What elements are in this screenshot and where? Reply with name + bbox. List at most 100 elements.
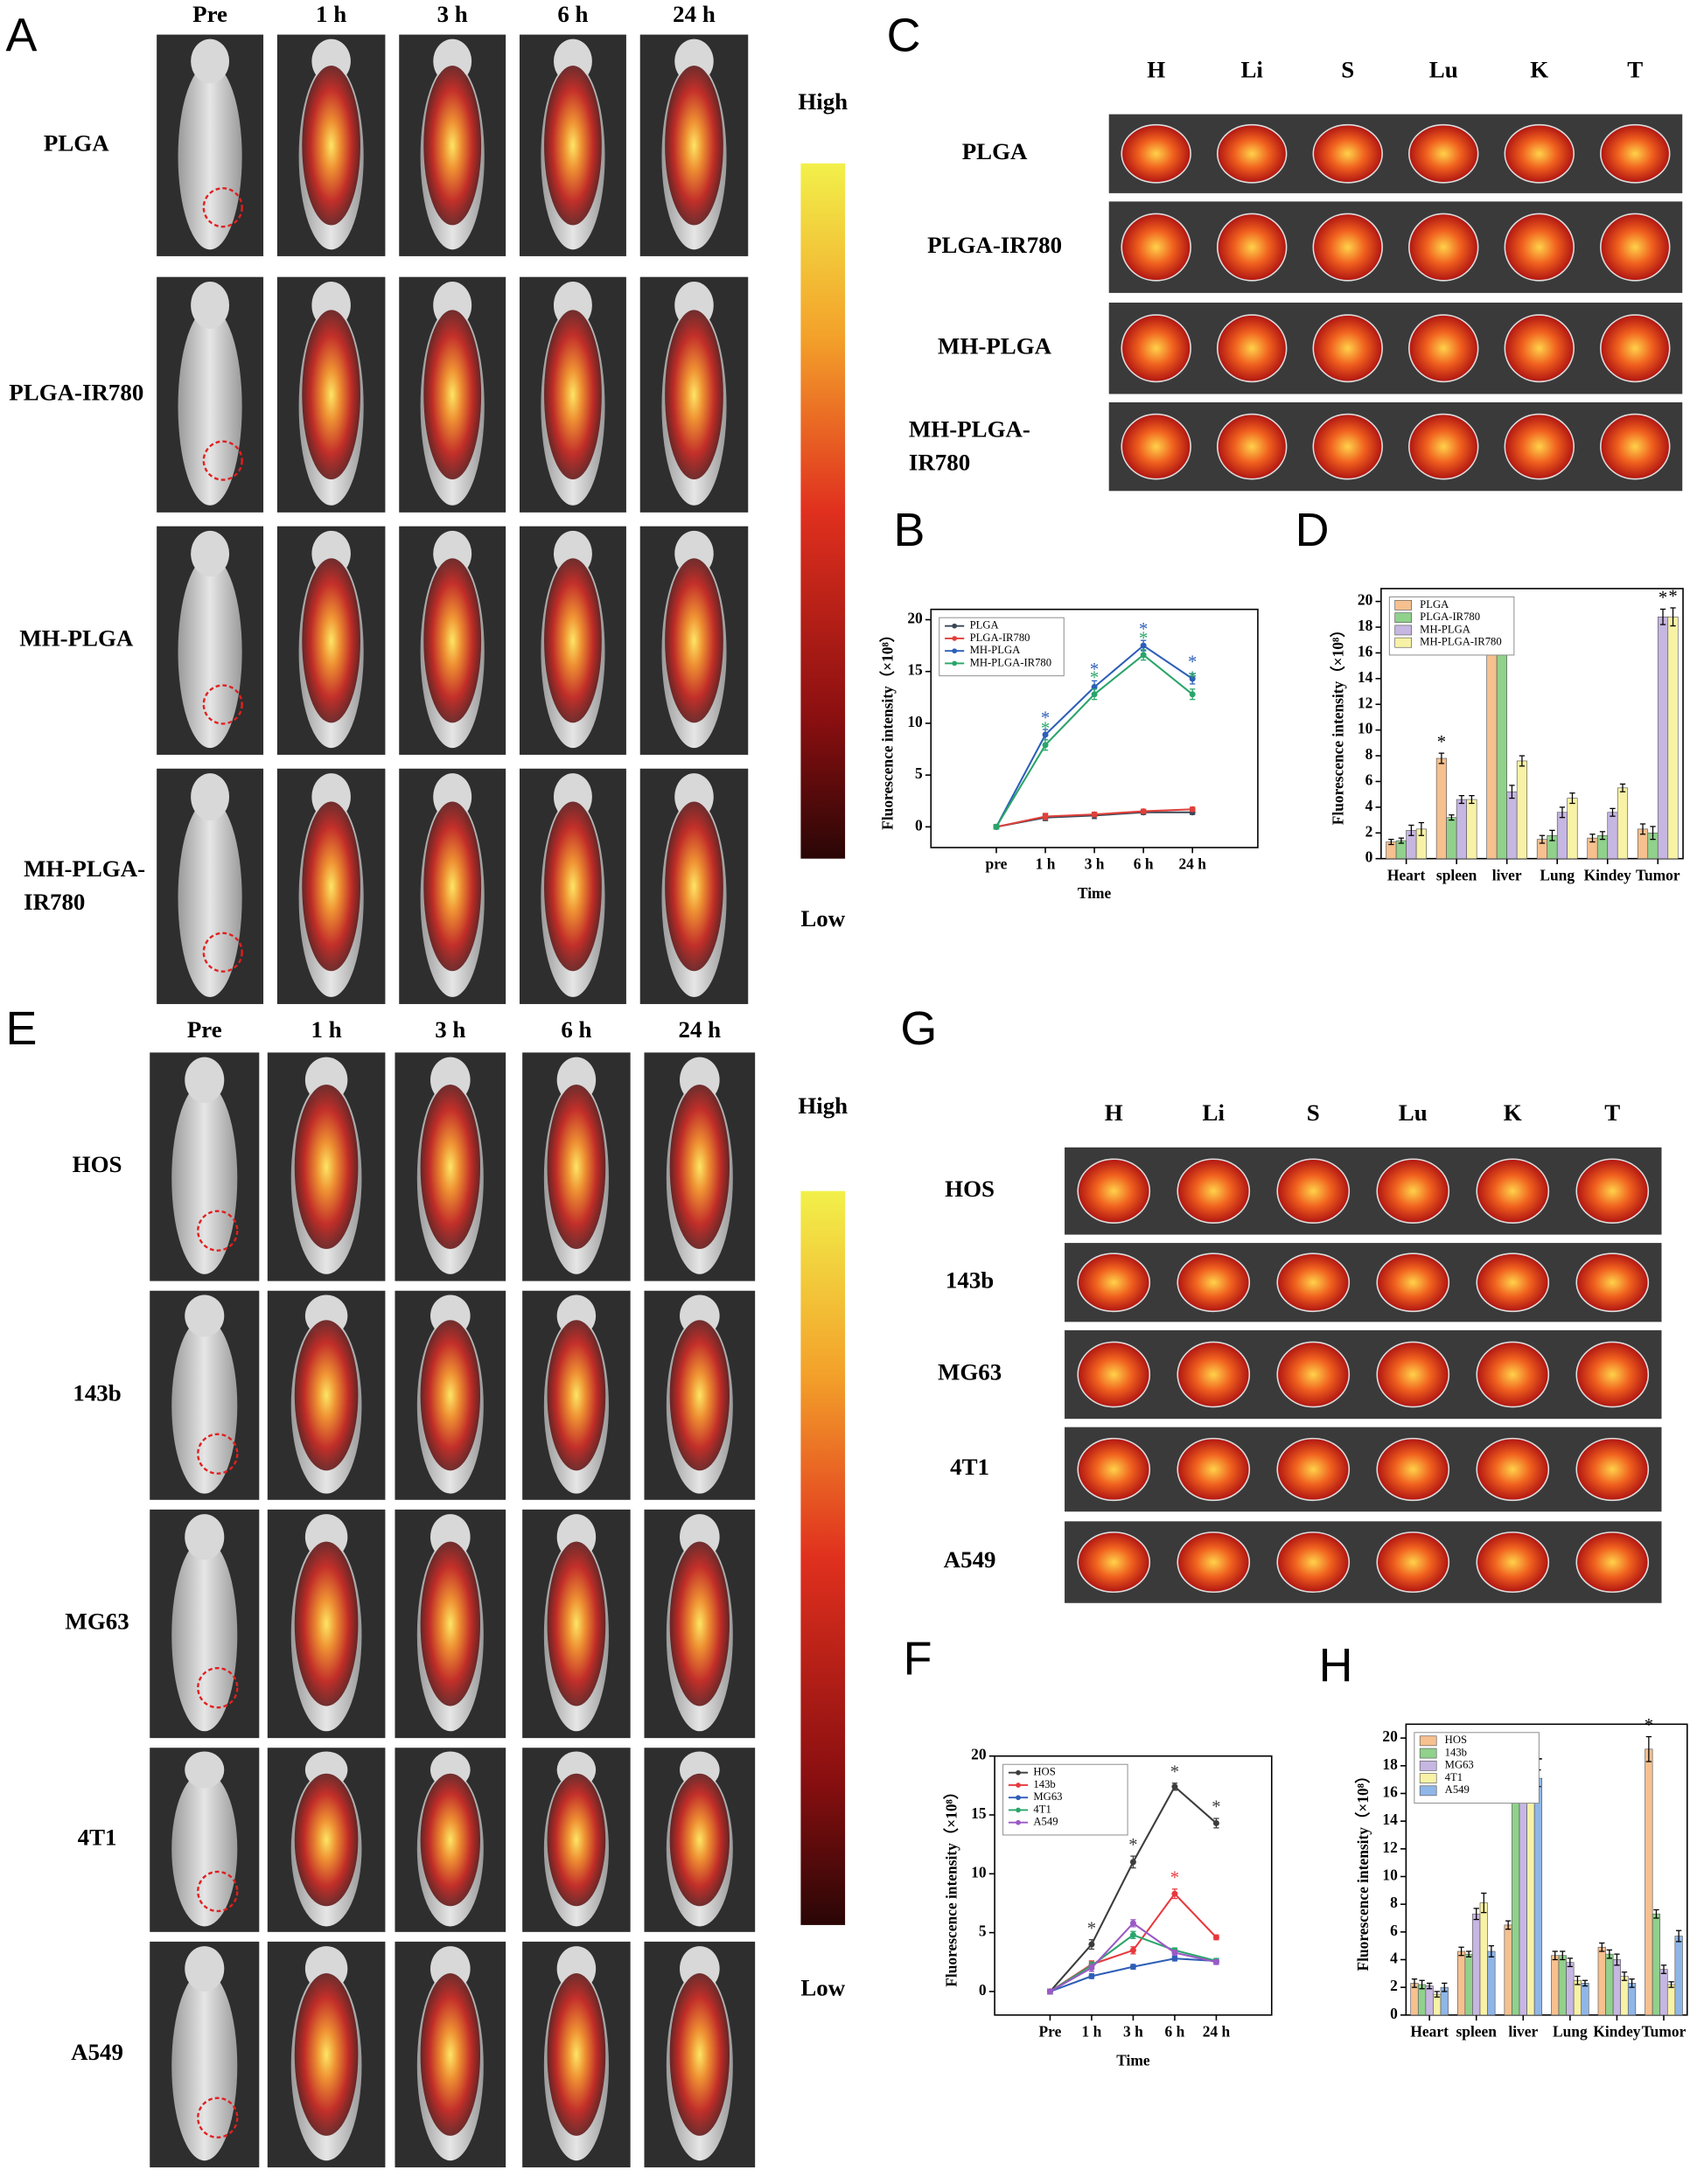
fluorescence xyxy=(544,66,602,226)
organ-image xyxy=(1216,413,1288,480)
x-tick-label: Tumor xyxy=(1636,866,1680,883)
row-label: IR780 xyxy=(24,889,85,915)
significance: * xyxy=(1170,1868,1179,1887)
point xyxy=(1129,1859,1136,1866)
organ-image xyxy=(1216,123,1288,184)
column-header: 6 h xyxy=(561,1016,591,1043)
legend-label: PLGA-IR780 xyxy=(1420,611,1480,623)
organ-image xyxy=(1504,413,1575,480)
bar xyxy=(1551,1955,1560,2016)
column-header: 6 h xyxy=(557,1,588,27)
column-header: H xyxy=(1105,1099,1123,1126)
legend-label: PLGA xyxy=(1420,598,1449,611)
legend-swatch xyxy=(1394,600,1413,611)
tumor-marker xyxy=(197,1666,239,1709)
organ-image xyxy=(1600,213,1671,282)
row-label: PLGA-IR780 xyxy=(927,232,1062,258)
column-header: Lu xyxy=(1429,57,1458,83)
legend-label: MH-PLGA-IR780 xyxy=(1420,636,1502,648)
fluorescence xyxy=(294,1773,359,1907)
point xyxy=(1129,1964,1136,1971)
mouse-head xyxy=(191,38,230,84)
fluorescence xyxy=(423,66,482,226)
scale-low: Low xyxy=(800,905,845,932)
point xyxy=(1129,1920,1136,1927)
column-header: H xyxy=(1147,57,1165,83)
organ-image xyxy=(1121,123,1191,184)
organ-image xyxy=(1312,213,1383,282)
row-label: MH-PLGA xyxy=(19,624,134,651)
row-label: PLGA xyxy=(44,129,109,156)
fluorescence xyxy=(665,310,723,480)
legend-label: MG63 xyxy=(1445,1759,1474,1771)
bar xyxy=(1667,616,1679,860)
scale-low: Low xyxy=(800,1974,845,2000)
fluorescence xyxy=(547,1084,606,1250)
organ-strip xyxy=(1063,1426,1664,1513)
column-header: 1 h xyxy=(316,1,346,27)
bar xyxy=(1605,1953,1614,2016)
legend-marker xyxy=(1016,1783,1021,1788)
organ-strip xyxy=(1063,1241,1664,1323)
organ-image xyxy=(1077,1252,1151,1313)
organ-strip xyxy=(1107,113,1684,195)
row-label: 143b xyxy=(946,1266,994,1293)
y-tick-label: 20 xyxy=(1358,591,1373,609)
column-header: K xyxy=(1504,1099,1522,1126)
bar xyxy=(1516,760,1528,860)
point xyxy=(1129,1947,1136,1954)
panel-label: D xyxy=(1295,504,1330,556)
organ-image xyxy=(1177,1158,1251,1224)
x-axis-title: Time xyxy=(1116,2052,1150,2069)
mouse-head xyxy=(185,1514,225,1560)
legend-label: MH-PLGA-IR780 xyxy=(970,656,1052,668)
significance: * xyxy=(1139,630,1148,649)
x-tick-label: 1 h xyxy=(1036,855,1056,873)
legend-label: MH-PLGA xyxy=(970,644,1022,656)
organ-image xyxy=(1216,314,1288,383)
row-label: HOS xyxy=(73,1151,122,1177)
organ-strip xyxy=(1107,401,1684,492)
column-header: S xyxy=(1341,57,1354,83)
tumor-marker xyxy=(197,1870,239,1913)
scale-high: High xyxy=(798,88,848,115)
point xyxy=(1171,1950,1178,1956)
tumor-marker xyxy=(202,440,243,481)
plot-frame xyxy=(1405,1723,1688,2016)
bar xyxy=(1466,799,1477,860)
organ-image xyxy=(1504,123,1575,184)
fluorescence xyxy=(423,310,482,480)
fluorescence xyxy=(669,1973,730,2136)
bar xyxy=(1512,1783,1520,2016)
significance: * xyxy=(1212,1798,1220,1818)
point xyxy=(1140,808,1147,815)
legend-swatch xyxy=(1394,612,1413,624)
point xyxy=(1046,1988,1053,1995)
y-axis-title: Fluorescence intensity（×10⁸） xyxy=(1329,622,1346,825)
fluorescence xyxy=(302,801,360,972)
bar xyxy=(1519,1774,1527,2016)
mouse-body xyxy=(178,63,242,250)
x-tick-label: Tumor xyxy=(1642,2022,1687,2040)
significance: * xyxy=(1139,620,1148,639)
panel-label: H xyxy=(1319,1639,1353,1692)
legend-marker xyxy=(1016,1769,1021,1776)
panel-label: E xyxy=(6,1002,38,1055)
fluorescence xyxy=(547,1541,606,1706)
legend-marker xyxy=(952,660,958,666)
legend-box xyxy=(1002,1763,1128,1836)
organ-image xyxy=(1575,1252,1650,1313)
y-tick-label: 2 xyxy=(1365,822,1373,840)
bar xyxy=(1526,1775,1535,2016)
x-tick-label: 6 h xyxy=(1165,2022,1185,2040)
tumor-marker xyxy=(202,187,243,228)
organ-image xyxy=(1408,213,1479,282)
x-tick-label: spleen xyxy=(1456,2022,1497,2040)
point xyxy=(993,823,1000,830)
legend-label: A549 xyxy=(1033,1816,1058,1828)
significance: * xyxy=(1170,1762,1179,1782)
fluorescence xyxy=(547,1320,606,1471)
mouse-body xyxy=(178,555,242,749)
fluorescence xyxy=(544,310,602,480)
